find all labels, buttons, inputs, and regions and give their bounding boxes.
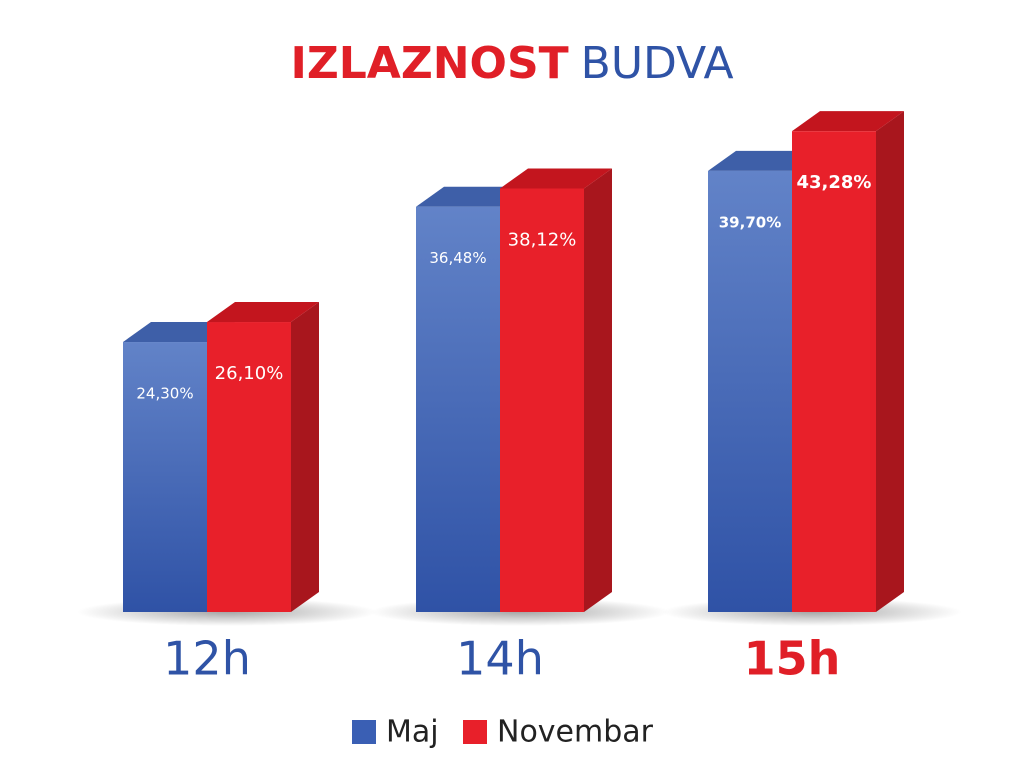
value-label: 39,70% [719,213,781,231]
value-label: 43,28% [797,172,872,193]
bar-top [500,168,612,189]
bar [792,131,876,613]
value-label: 38,12% [508,229,577,250]
bar-side [584,168,612,612]
x-tick-label: 14h [456,632,544,686]
legend-swatch [352,720,376,744]
bar [416,206,500,612]
title-light: BUDVA [581,38,734,89]
bar-side [291,302,319,612]
bar [500,188,584,612]
chart-title: IZLAZNOST BUDVA [290,38,733,89]
bar [207,322,291,612]
legend-label: Novembar [497,715,654,750]
x-tick-label: 15h [744,632,841,686]
value-label: 36,48% [429,249,486,267]
legend-label: Maj [386,715,439,750]
bar-top [207,302,319,323]
x-tick-label: 12h [163,632,251,686]
bar-side [876,111,904,612]
legend-swatch [463,720,487,744]
title-bold: IZLAZNOST [290,38,568,89]
bar [123,342,207,612]
bar [708,170,792,613]
value-label: 26,10% [215,363,284,384]
value-label: 24,30% [136,385,193,403]
bar-top [792,111,904,132]
